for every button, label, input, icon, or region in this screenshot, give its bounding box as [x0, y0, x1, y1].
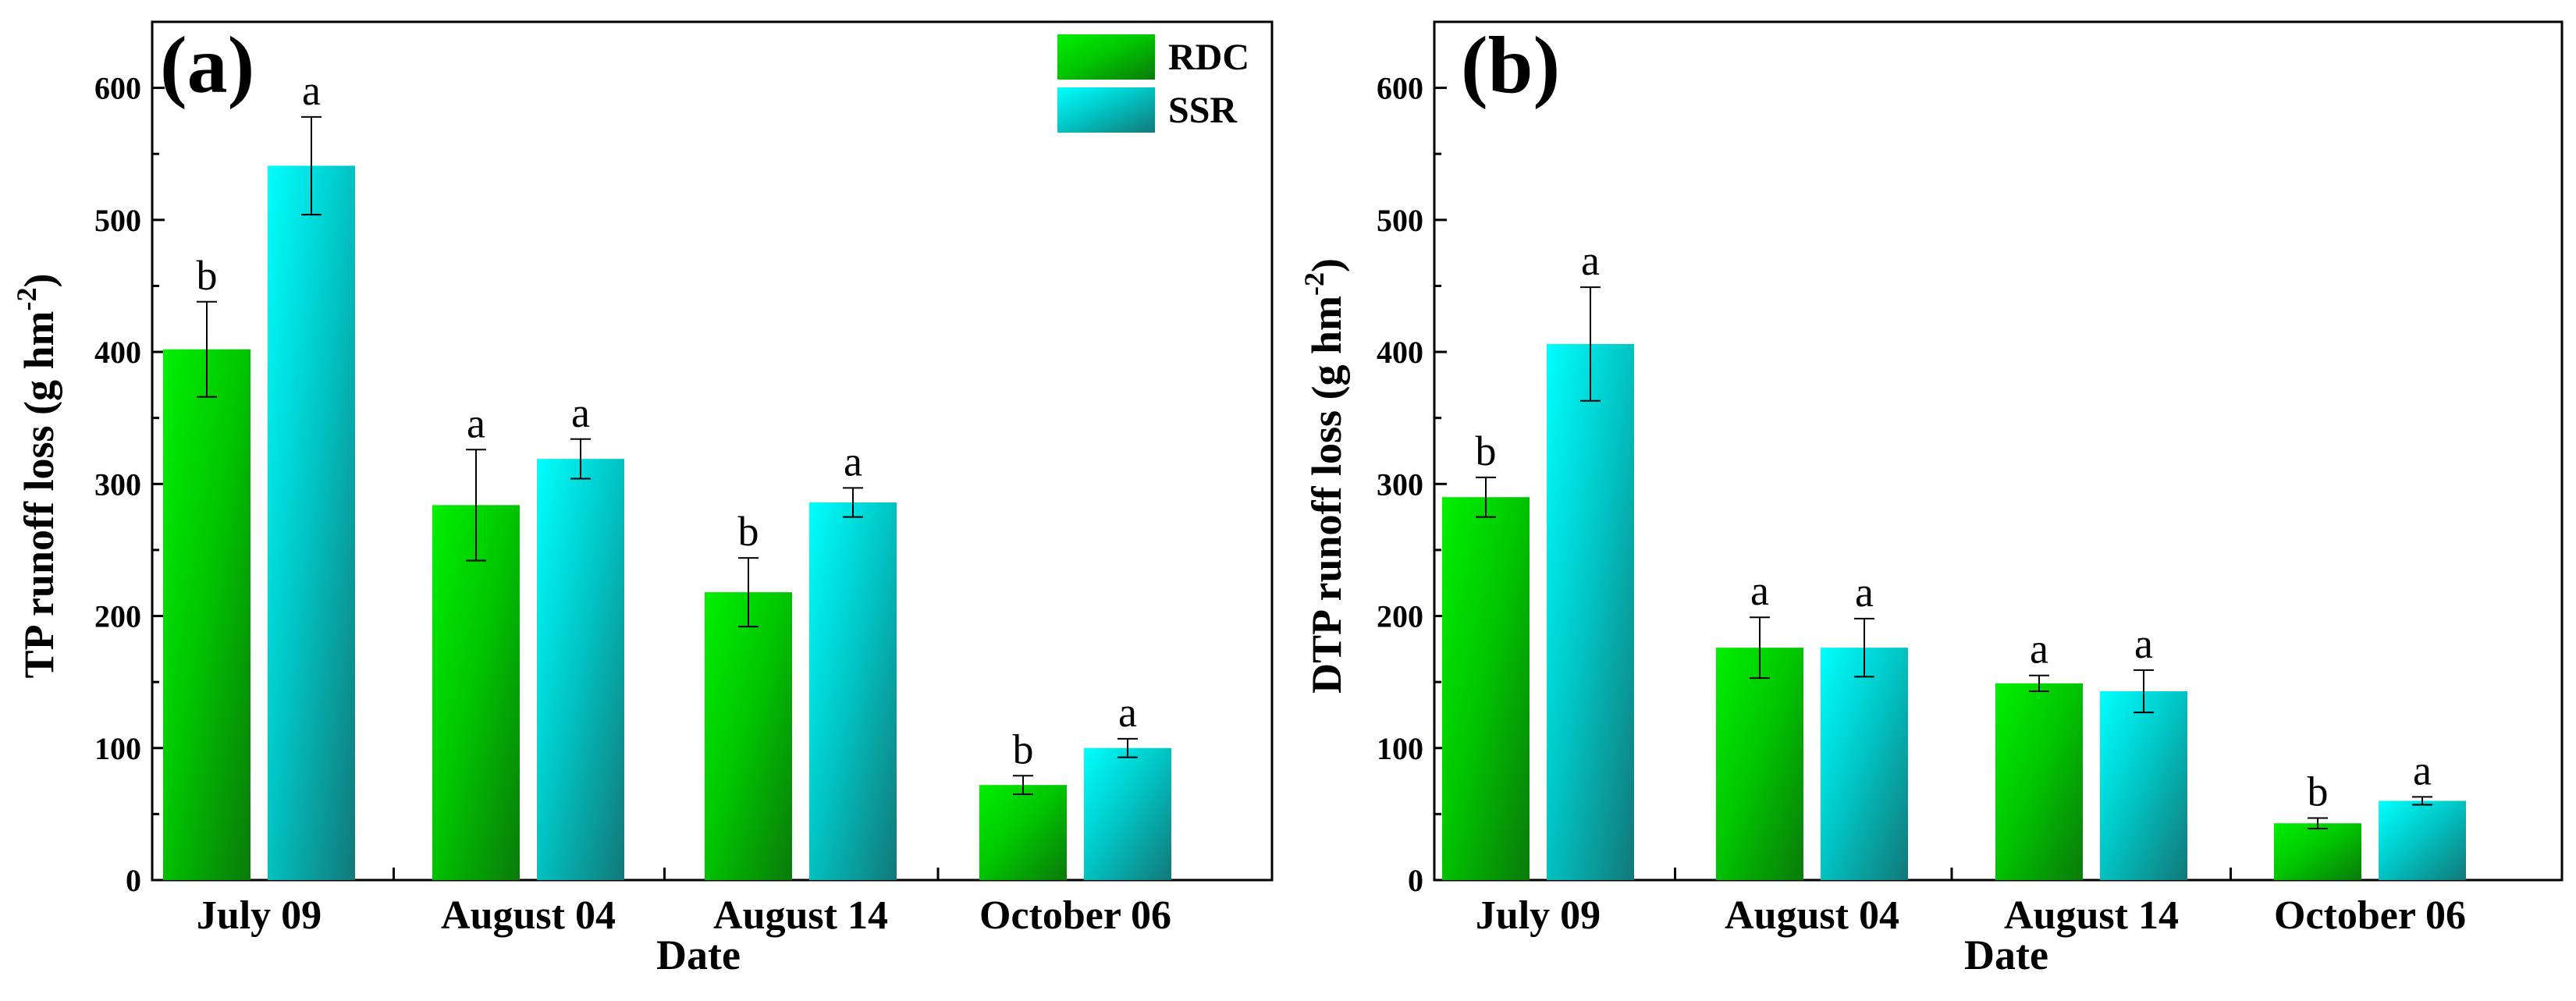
bar-rdc-july-09: [163, 349, 250, 880]
y-axis-title-close: ): [1303, 258, 1350, 272]
y-tick-label: 500: [1377, 203, 1423, 238]
panel-b-chart: 0 100 200 300 400 500 600 b a a b a a a a July 09 August…: [1299, 20, 2564, 978]
x-axis-title: Date: [1964, 932, 2048, 978]
y-tick-label: 300: [94, 467, 141, 502]
bar-ssr-august-04: [537, 459, 624, 880]
y-tick-label: 200: [1377, 599, 1423, 634]
y-axis-title-superscript: -2: [1299, 272, 1330, 296]
legend-swatch-ssr: [1057, 87, 1155, 133]
bar-ssr-august-14: [2100, 691, 2187, 880]
significance-letter: a: [844, 438, 862, 485]
significance-letter: b: [197, 252, 218, 299]
x-category-label: October 06: [979, 893, 1171, 938]
bar-rdc-october-06: [2274, 823, 2361, 880]
bar-rdc-july-09: [1442, 497, 1530, 880]
y-tick-label: 0: [1408, 863, 1423, 898]
x-category-label: August 04: [441, 893, 616, 938]
y-tick-label: 100: [94, 731, 141, 766]
x-category-label: August 04: [1725, 893, 1899, 938]
y-axis-title-main: DTP runoff loss (g hm: [1303, 296, 1350, 694]
significance-letter: a: [1581, 237, 1600, 284]
y-tick-label: 600: [94, 71, 141, 106]
y-tick-label: 400: [94, 335, 141, 370]
y-tick-label: 500: [94, 203, 141, 238]
bar-ssr-october-06: [2379, 800, 2466, 880]
significance-letter: a: [1750, 567, 1769, 614]
significance-letter: b: [738, 508, 759, 555]
y-axis-title: DTP runoff loss (g hm-2): [1299, 258, 1350, 694]
panel-label: (b): [1461, 20, 1560, 110]
bar-rdc-august-04: [1716, 648, 1803, 880]
significance-letter: b: [1013, 726, 1034, 772]
x-category-label: October 06: [2274, 893, 2466, 938]
y-tick-label: 100: [1377, 731, 1423, 766]
y-tick-label: 0: [126, 863, 141, 898]
y-axis-title-superscript: -2: [11, 287, 42, 311]
significance-letter: a: [2030, 626, 2048, 673]
y-tick-label: 400: [1377, 335, 1423, 370]
bar-ssr-august-04: [1821, 648, 1908, 880]
y-axis-title: TP runoff loss (g hm-2): [11, 273, 62, 678]
significance-letter: a: [571, 389, 590, 436]
significance-letter: a: [302, 67, 321, 114]
legend-label-ssr: SSR: [1168, 90, 1238, 131]
bar-ssr-august-14: [809, 502, 897, 880]
legend-label-rdc: RDC: [1168, 37, 1249, 78]
significance-letter: a: [467, 399, 485, 446]
bar-ssr-july-09: [1547, 343, 1634, 880]
bar-ssr-october-06: [1084, 747, 1171, 880]
significance-letter: a: [1118, 689, 1137, 736]
y-tick-label: 300: [1377, 467, 1423, 502]
significance-letter: a: [2413, 747, 2432, 793]
y-tick-label: 200: [94, 599, 141, 634]
y-tick-label: 600: [1377, 71, 1423, 106]
significance-letter: b: [1476, 428, 1497, 474]
bar-rdc-october-06: [979, 785, 1067, 880]
x-category-label: August 14: [713, 893, 888, 938]
y-axis-title-close: ): [16, 273, 62, 287]
bar-rdc-august-04: [432, 505, 520, 880]
x-category-label: August 14: [2004, 893, 2179, 938]
significance-letter: a: [1855, 569, 1874, 616]
x-axis-title: Date: [656, 932, 741, 978]
bar-ssr-july-09: [268, 165, 355, 880]
legend-swatch-rdc: [1057, 34, 1155, 80]
bar-rdc-august-14: [1995, 683, 2083, 880]
x-category-label: July 09: [197, 893, 322, 938]
significance-letter: a: [2134, 620, 2153, 667]
significance-letter: b: [2308, 768, 2329, 815]
legend: RDC SSR: [1057, 34, 1249, 133]
x-category-label: July 09: [1476, 893, 1601, 938]
bar-rdc-august-14: [705, 592, 792, 880]
panel-a-chart: 0 100 200 300 400 500 600 b a b b a a a a July 09 August…: [11, 20, 1274, 978]
y-axis-title-main: TP runoff loss (g hm: [16, 311, 62, 678]
panel-label: (a): [160, 20, 254, 110]
